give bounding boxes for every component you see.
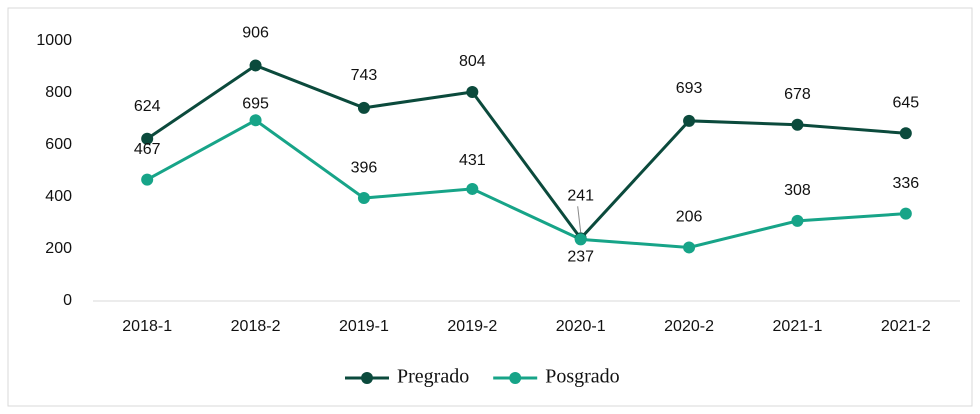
- point: [791, 118, 804, 131]
- data-label: 237: [567, 249, 594, 266]
- data-label: 396: [351, 159, 378, 176]
- data-label: 695: [242, 96, 269, 113]
- x-tick-label: 2018-2: [231, 318, 281, 335]
- leader-line: [577, 206, 582, 233]
- y-tick-label: 600: [45, 136, 72, 153]
- y-tick-label: 1000: [36, 32, 72, 49]
- point: [791, 214, 804, 227]
- y-tick-label: 400: [45, 188, 72, 205]
- series-line: [146, 118, 906, 249]
- x-tick-label: 2020-2: [664, 318, 714, 335]
- x-tick-label: 2021-1: [773, 318, 823, 335]
- x-tick-label: 2020-1: [556, 318, 606, 335]
- point: [683, 114, 696, 127]
- point: [141, 132, 154, 145]
- x-tick-label: 2021-2: [881, 318, 931, 335]
- data-label: 467: [134, 141, 161, 158]
- point: [249, 114, 262, 127]
- legend-marker: [509, 372, 522, 384]
- y-tick-label: 800: [45, 84, 72, 101]
- point: [357, 101, 370, 114]
- x-tick-label: 2018-1: [122, 318, 172, 335]
- series-line: [146, 63, 906, 241]
- data-label: 678: [784, 86, 811, 103]
- legend-label: Posgrado: [545, 366, 619, 388]
- point: [357, 192, 370, 205]
- data-label: 308: [784, 182, 811, 199]
- data-label: 206: [676, 209, 703, 226]
- data-label: 624: [134, 98, 161, 115]
- legend-marker: [361, 372, 373, 384]
- point: [466, 85, 479, 98]
- data-label: 906: [242, 25, 269, 42]
- point: [249, 59, 262, 72]
- x-tick-label: 2019-1: [339, 318, 389, 335]
- y-tick-label: 200: [45, 240, 72, 257]
- point: [683, 241, 696, 254]
- data-label: 743: [351, 67, 378, 84]
- data-label: 336: [892, 175, 919, 192]
- data-label: 693: [676, 80, 703, 97]
- y-tick-label: 0: [63, 292, 72, 309]
- point: [899, 207, 912, 220]
- data-label: 804: [459, 53, 486, 70]
- point: [141, 173, 154, 186]
- data-label: 645: [892, 95, 919, 112]
- data-label: 431: [459, 152, 486, 169]
- point: [466, 182, 479, 195]
- chart-border: [7, 7, 973, 407]
- data-label: 241: [567, 188, 594, 205]
- x-tick-label: 2019-2: [447, 318, 497, 335]
- point: [574, 233, 587, 246]
- point: [899, 127, 912, 140]
- legend-label: Pregrado: [397, 366, 469, 388]
